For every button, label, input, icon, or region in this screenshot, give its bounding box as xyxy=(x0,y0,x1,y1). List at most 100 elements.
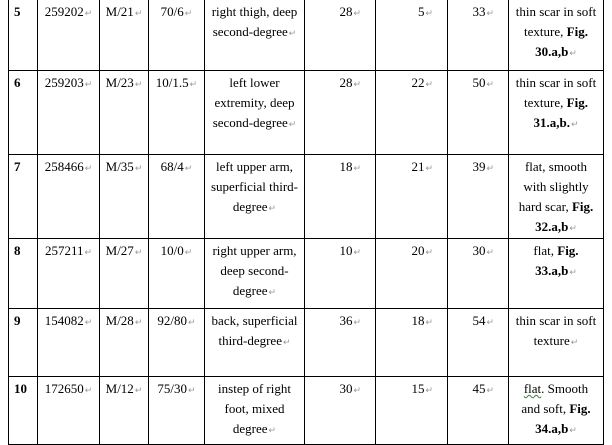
burn-area-text: 10/1.5 xyxy=(156,75,197,90)
value-c-text: 33 xyxy=(472,4,494,19)
sex-age-text: M/28 xyxy=(106,313,143,328)
burn-area: 68/4 xyxy=(148,154,205,239)
value-b: 22 xyxy=(375,70,448,155)
table-row: 8 257211 M/27 10/0 right upper arm, deep sec… xyxy=(8,238,604,309)
sex-age: M/28 xyxy=(99,308,149,377)
sex-age: M/23 xyxy=(99,70,149,155)
table-row: 5 259202 M/21 70/6 right thigh, deep second-… xyxy=(8,0,604,71)
case-number: 9 xyxy=(8,308,38,377)
burn-area: 70/6 xyxy=(148,0,205,71)
result: flat. Smooth and soft, Fig. 34.a,b xyxy=(508,376,604,445)
sex-age: M/12 xyxy=(99,376,149,445)
value-c: 30 xyxy=(447,238,509,309)
case-number-text: 7 xyxy=(14,159,21,174)
result-text: thin scar in soft texture xyxy=(516,313,597,348)
value-b: 18 xyxy=(375,308,448,377)
value-b-text: 21 xyxy=(411,159,433,174)
value-b: 15 xyxy=(375,376,448,445)
value-a-text: 28 xyxy=(339,75,361,90)
value-a: 28 xyxy=(304,0,376,71)
burn-site-text: right upper arm, deep second-degree xyxy=(212,243,296,298)
case-number-text: 10 xyxy=(14,381,27,396)
burn-site-text: right thigh, deep second-degree xyxy=(212,4,298,39)
value-a: 28 xyxy=(304,70,376,155)
value-c-text: 39 xyxy=(472,159,494,174)
burn-site: instep of right foot, mixed degree xyxy=(204,376,305,445)
burn-area: 10/0 xyxy=(148,238,205,309)
result-underlined-text: flat xyxy=(523,381,542,396)
value-a-text: 28 xyxy=(339,4,361,19)
case-number: 7 xyxy=(8,154,38,239)
case-number: 10 xyxy=(8,376,38,445)
sex-age-text: M/12 xyxy=(106,381,143,396)
value-c-text: 45 xyxy=(472,381,494,396)
value-a: 10 xyxy=(304,238,376,309)
value-b: 5 xyxy=(375,0,448,71)
table-row: 10 172650 M/12 75/30 instep of right foot, m… xyxy=(8,376,604,445)
result-text: flat, smooth with slightly hard scar, xyxy=(518,159,589,214)
burn-area-text: 68/4 xyxy=(161,159,193,174)
value-c: 39 xyxy=(447,154,509,239)
value-a: 30 xyxy=(304,376,376,445)
burn-area-text: 10/0 xyxy=(161,243,193,258)
case-table: 5 259202 M/21 70/6 right thigh, deep second-… xyxy=(8,0,604,445)
patient-id-text: 154082 xyxy=(45,313,93,328)
burn-area-text: 92/80 xyxy=(157,313,195,328)
patient-id: 154082 xyxy=(37,308,100,377)
value-b: 21 xyxy=(375,154,448,239)
result-text: thin scar in soft texture, xyxy=(515,4,597,39)
table-row: 6 259203 M/23 10/1.5 left lower extremity, d… xyxy=(8,70,604,155)
patient-id-text: 257211 xyxy=(45,243,92,258)
result-text: thin scar in soft texture, xyxy=(515,75,597,110)
value-c: 54 xyxy=(447,308,509,377)
table-row: 9 154082 M/28 92/80 back, superficial third-… xyxy=(8,308,604,377)
case-number-text: 9 xyxy=(14,313,21,328)
sex-age-text: M/27 xyxy=(106,243,143,258)
value-b-text: 22 xyxy=(411,75,433,90)
patient-id-text: 172650 xyxy=(45,381,93,396)
patient-id: 257211 xyxy=(37,238,100,309)
result: flat, Fig. 33.a,b xyxy=(508,238,604,309)
burn-site-text: instep of right foot, mixed degree xyxy=(218,381,291,436)
result-text: . Smooth and soft, xyxy=(521,381,589,416)
patient-id: 259202 xyxy=(37,0,100,71)
sex-age-text: M/35 xyxy=(106,159,143,174)
value-a: 18 xyxy=(304,154,376,239)
value-b-text: 20 xyxy=(411,243,433,258)
sex-age: M/21 xyxy=(99,0,149,71)
result-text: flat, xyxy=(533,243,554,258)
case-number: 6 xyxy=(8,70,38,155)
burn-site-text: left lower extremity, deep second-degree xyxy=(213,75,297,130)
burn-area-text: 70/6 xyxy=(161,4,193,19)
value-c-text: 30 xyxy=(472,243,494,258)
value-a-text: 30 xyxy=(339,381,361,396)
value-b: 20 xyxy=(375,238,448,309)
burn-area: 10/1.5 xyxy=(148,70,205,155)
sex-age-text: M/21 xyxy=(106,4,143,19)
burn-site: left lower extremity, deep second-degree xyxy=(204,70,305,155)
patient-id: 172650 xyxy=(37,376,100,445)
value-a-text: 36 xyxy=(339,313,361,328)
case-number-text: 5 xyxy=(14,4,21,19)
value-b-text: 5 xyxy=(418,4,433,19)
burn-site: right upper arm, deep second-degree xyxy=(204,238,305,309)
table-row: 7 258466 M/35 68/4 left upper arm, superfici… xyxy=(8,154,604,239)
patient-id: 258466 xyxy=(37,154,100,239)
sex-age: M/27 xyxy=(99,238,149,309)
burn-site-text: back, superficial third-degree xyxy=(212,313,298,348)
case-number-text: 8 xyxy=(14,243,21,258)
patient-id: 259203 xyxy=(37,70,100,155)
value-c: 50 xyxy=(447,70,509,155)
value-c: 33 xyxy=(447,0,509,71)
value-c-text: 54 xyxy=(472,313,494,328)
sex-age-text: M/23 xyxy=(106,75,143,90)
value-c: 45 xyxy=(447,376,509,445)
patient-id-text: 259203 xyxy=(45,75,93,90)
value-a-text: 18 xyxy=(339,159,361,174)
burn-site: right thigh, deep second-degree xyxy=(204,0,305,71)
result: thin scar in soft texture xyxy=(508,308,604,377)
result: flat, smooth with slightly hard scar, Fi… xyxy=(508,154,604,239)
value-b-text: 18 xyxy=(411,313,433,328)
patient-id-text: 258466 xyxy=(45,159,93,174)
result: thin scar in soft texture, Fig. 31.a,b. xyxy=(508,70,604,155)
